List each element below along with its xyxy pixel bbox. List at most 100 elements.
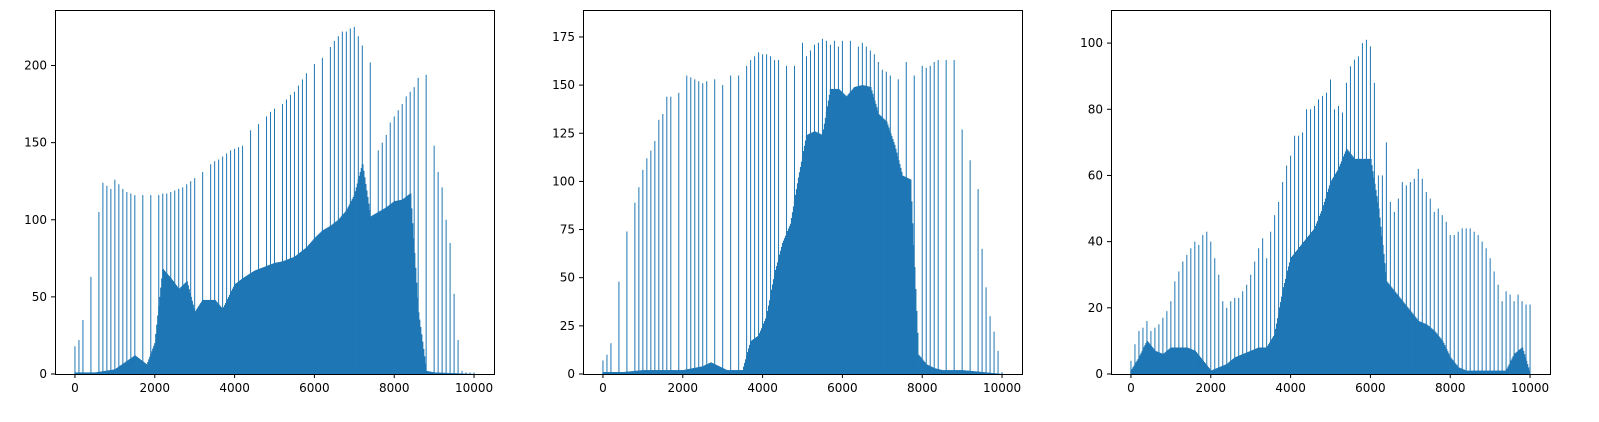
bar-dense [971, 371, 974, 374]
bar [1254, 261, 1256, 374]
bar-dense [1432, 330, 1435, 374]
bar [885, 71, 887, 374]
bar-dense [1275, 328, 1277, 374]
bar-dense [959, 370, 962, 374]
chart-panel-2: 0 2000 4000 6000 8000 10000 0 25 50 75 100 125 150 17… [552, 10, 1023, 395]
bar-dense [402, 198, 405, 374]
bar [666, 96, 668, 375]
bar-dense [1231, 359, 1233, 374]
bar [730, 75, 732, 374]
bar [869, 50, 871, 374]
bar-dense [258, 268, 261, 374]
y-tick-label: 60 [1088, 168, 1103, 182]
bar-dense [144, 363, 146, 374]
bar [1310, 109, 1312, 375]
bar-dense [1245, 352, 1247, 374]
bar-dense [1271, 339, 1273, 374]
bar-dense [207, 299, 209, 374]
bar-dense [1447, 353, 1450, 374]
bar-dense [232, 288, 234, 374]
bar-dense [1426, 325, 1429, 374]
bar-dense [243, 277, 246, 374]
bar [377, 150, 379, 374]
bar-dense [192, 304, 194, 374]
bar-dense [1145, 342, 1148, 374]
bar-dense [234, 283, 237, 374]
bar [997, 350, 999, 374]
bar-dense [1175, 347, 1178, 374]
bar-dense [1476, 370, 1479, 374]
bar-dense [930, 366, 933, 374]
bar [1333, 109, 1335, 375]
bar-dense [1310, 232, 1313, 374]
bar [1190, 248, 1192, 374]
bar-dense [364, 183, 367, 374]
bar-dense [355, 187, 358, 374]
bar-dense [423, 356, 426, 374]
bar [1278, 201, 1280, 374]
bar-dense [1346, 150, 1349, 374]
bar-dense [976, 371, 979, 374]
bar-dense [1438, 337, 1441, 374]
bar [953, 60, 955, 374]
bar [1465, 228, 1467, 374]
bar-dense [794, 194, 797, 374]
bar-dense [896, 156, 899, 374]
bar [341, 31, 343, 375]
bar-dense [1330, 180, 1333, 374]
bar-dense [1237, 356, 1239, 374]
bar-dense [1514, 353, 1517, 374]
bar-dense [278, 261, 281, 374]
bar-dense [76, 372, 79, 374]
bar-dense [1223, 365, 1225, 374]
bar-dense [1287, 270, 1289, 374]
bar [933, 62, 935, 374]
bar-dense [306, 246, 309, 374]
bar-dense [1208, 368, 1210, 374]
bar-dense [147, 362, 149, 374]
bar-dense [1159, 352, 1162, 374]
bar-dense [108, 370, 111, 374]
bar [1361, 43, 1363, 375]
bar-dense [735, 370, 737, 374]
bar-dense [1520, 348, 1523, 374]
bar-dense [667, 370, 670, 374]
bar-dense [1153, 349, 1156, 374]
bar [401, 104, 403, 374]
bar-dense [362, 170, 365, 374]
bar-dense [318, 233, 321, 374]
bar-dense [927, 365, 930, 374]
bar-dense [1372, 177, 1375, 374]
bar [738, 75, 740, 374]
bar [937, 60, 939, 374]
bar [126, 192, 128, 374]
bar [642, 169, 644, 374]
bar-dense [682, 370, 684, 374]
bar-dense [1524, 357, 1527, 374]
y-tick-label: 0 [567, 367, 575, 381]
bar-dense [839, 90, 842, 374]
bar-dense [656, 370, 659, 374]
bar [813, 44, 815, 375]
bar-dense [418, 319, 421, 374]
bar-dense [320, 231, 323, 374]
bar-dense [1276, 323, 1278, 374]
bar-dense [198, 306, 200, 374]
bar-dense [789, 223, 792, 374]
bar-dense [290, 257, 293, 374]
bar [122, 188, 124, 374]
bar [778, 60, 780, 374]
bar-dense [665, 370, 668, 374]
bar-dense [760, 330, 762, 374]
bar [270, 111, 272, 375]
bar-dense [674, 370, 676, 374]
bar-dense [752, 339, 754, 374]
bar [441, 187, 443, 374]
bar-dense [334, 222, 337, 374]
bar-dense [92, 372, 95, 374]
bar-dense [866, 86, 869, 374]
bar-dense [684, 369, 686, 374]
bar [1349, 66, 1351, 374]
bar [202, 171, 204, 374]
bar-dense [1471, 370, 1474, 374]
